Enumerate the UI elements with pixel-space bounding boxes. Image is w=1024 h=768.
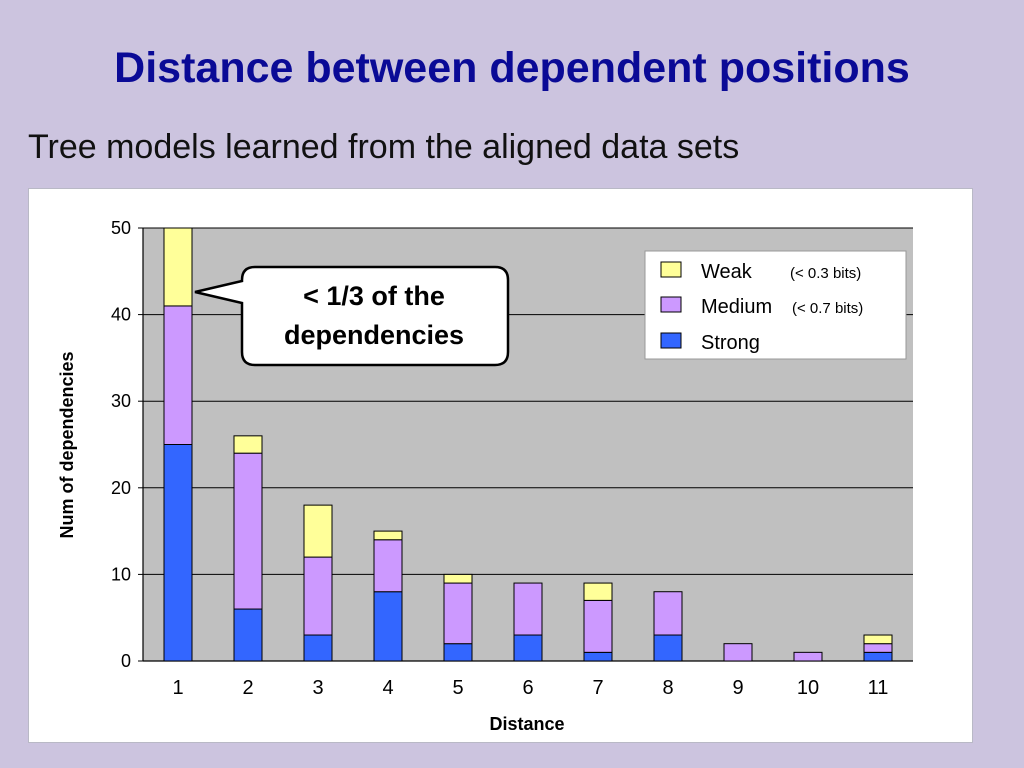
stacked-bar-chart: 0 10 20 30 40 50 1 2 3 4 5 6 7 8 9 10 11 Num of depende… xyxy=(57,218,913,734)
y-axis-label: Num of dependencies xyxy=(57,351,77,538)
bar-segment-medium xyxy=(653,591,683,636)
x-tick-label: 11 xyxy=(868,677,889,699)
legend-swatch-medium xyxy=(660,296,682,313)
bar-segment-medium xyxy=(443,582,473,645)
callout-line-1: < 1/3 of the xyxy=(303,281,445,311)
bar-segment-weak xyxy=(373,530,403,541)
bar-segment-weak xyxy=(163,227,193,307)
y-tick-label: 30 xyxy=(111,391,131,411)
bar-segment-weak xyxy=(303,504,333,558)
x-tick-label: 10 xyxy=(797,677,819,699)
x-tick-label: 1 xyxy=(172,677,183,699)
y-tick-label: 10 xyxy=(111,564,131,584)
bar-segment-medium xyxy=(583,599,613,653)
x-tick-label: 6 xyxy=(522,677,533,699)
y-tick-label: 0 xyxy=(121,651,131,671)
bar-segment-medium xyxy=(303,556,333,636)
callout: < 1/3 of the dependencies xyxy=(194,265,510,367)
x-tick-label: 9 xyxy=(732,677,743,699)
x-tick-label: 8 xyxy=(662,677,673,699)
bar-segment-medium xyxy=(793,651,823,662)
bar-segment-weak xyxy=(583,582,613,601)
chart-panel: 0 10 20 30 40 50 1 2 3 4 5 6 7 8 9 10 11 Num of depende… xyxy=(28,188,973,743)
legend-swatch-weak xyxy=(660,261,682,278)
slide-subtitle: Tree models learned from the aligned dat… xyxy=(28,128,740,166)
y-tick-label: 40 xyxy=(111,305,131,325)
x-tick-label: 7 xyxy=(592,677,603,699)
bar-segment-medium xyxy=(233,452,263,610)
bar-segment-medium xyxy=(373,539,403,593)
slide-title: Distance between dependent positions xyxy=(114,44,910,92)
y-tick-label: 20 xyxy=(111,478,131,498)
bar-segment-strong xyxy=(303,634,333,662)
bar-segment-strong xyxy=(653,634,683,662)
x-tick-label: 2 xyxy=(242,677,253,699)
bar-segment-weak xyxy=(863,634,893,645)
bar-segment-strong xyxy=(373,591,403,662)
legend-box xyxy=(644,250,907,360)
bar-segment-strong xyxy=(863,651,893,662)
bar-segment-strong xyxy=(513,634,543,662)
legend-label-medium: Medium xyxy=(701,296,772,318)
bar-segment-strong xyxy=(443,643,473,662)
bar-segment-strong xyxy=(583,651,613,662)
legend-note-medium: (< 0.7 bits) xyxy=(792,300,863,317)
x-tick-label: 4 xyxy=(382,677,393,699)
bar-segment-weak xyxy=(443,573,473,584)
legend-label-weak: Weak xyxy=(701,261,753,283)
x-tick-label: 5 xyxy=(452,677,463,699)
y-tick-labels: 0 10 20 30 40 50 xyxy=(111,218,131,671)
bar-segment-strong xyxy=(163,444,193,662)
x-tick-labels: 1 2 3 4 5 6 7 8 9 10 11 xyxy=(172,677,888,699)
bar-segment-medium xyxy=(723,643,753,662)
callout-line-2: dependencies xyxy=(284,320,464,350)
y-tick-label: 50 xyxy=(111,218,131,238)
bar-segment-weak xyxy=(233,435,263,454)
x-tick-label: 3 xyxy=(312,677,323,699)
bar-segment-medium xyxy=(863,643,893,653)
legend: Weak (< 0.3 bits) Medium (< 0.7 bits) St… xyxy=(644,250,907,360)
legend-swatch-strong xyxy=(660,332,682,349)
bar-segment-medium xyxy=(163,305,193,445)
x-axis-label: Distance xyxy=(489,714,564,734)
callout-bubble xyxy=(194,265,510,367)
legend-note-weak: (< 0.3 bits) xyxy=(790,265,861,282)
bar-segment-strong xyxy=(233,608,263,662)
legend-label-strong: Strong xyxy=(701,332,760,354)
bar-segment-medium xyxy=(513,582,543,636)
